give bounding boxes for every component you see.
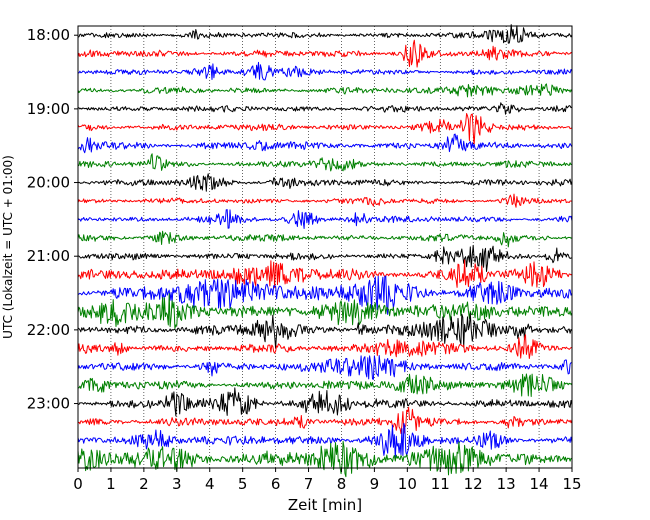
y-tick-label: 19:00 xyxy=(27,100,70,118)
y-tick-label: 23:00 xyxy=(27,395,70,413)
trace-line xyxy=(77,355,572,380)
y-tick-label: 20:00 xyxy=(27,174,70,192)
x-tick-label: 10 xyxy=(398,475,417,493)
trace-line xyxy=(77,83,573,98)
x-axis-label: Zeit [min] xyxy=(288,496,362,514)
x-tick-label: 12 xyxy=(464,475,483,493)
y-tick-label: 22:00 xyxy=(27,321,70,339)
trace-line xyxy=(77,275,573,315)
trace-line xyxy=(77,113,573,146)
y-axis-ticks: 18:00 19:00 20:00 21:00 22:00 23:00 xyxy=(27,26,78,413)
x-tick-label: 1 xyxy=(106,475,116,493)
trace-line xyxy=(77,61,573,81)
trace-line xyxy=(77,133,573,154)
trace-line xyxy=(77,373,573,397)
vertical-gridlines xyxy=(110,26,540,468)
trace-line xyxy=(77,209,573,229)
x-tick-label: 5 xyxy=(238,475,248,493)
x-tick-label: 8 xyxy=(337,475,347,493)
x-tick-label: 14 xyxy=(530,475,549,493)
seismic-traces xyxy=(77,24,573,478)
x-axis-ticks: 0 1 2 3 4 5 6 7 8 9 10 11 12 13 14 15 xyxy=(73,468,582,493)
trace-line xyxy=(77,440,573,478)
y-axis-label: UTC (Lokalzeit = UTC + 01:00) xyxy=(1,155,15,339)
x-tick-label: 9 xyxy=(370,475,380,493)
trace-line xyxy=(77,230,573,248)
trace-line xyxy=(77,259,573,289)
x-tick-label: 6 xyxy=(271,475,281,493)
y-tick-label: 18:00 xyxy=(27,26,70,44)
trace-line xyxy=(77,334,573,359)
x-tick-label: 0 xyxy=(73,475,83,493)
trace-line xyxy=(77,193,573,208)
x-tick-label: 11 xyxy=(431,475,450,493)
trace-line xyxy=(77,102,573,115)
x-tick-label: 4 xyxy=(205,475,215,493)
trace-line xyxy=(77,244,572,272)
trace-line xyxy=(77,422,573,460)
trace-line xyxy=(77,293,573,329)
trace-line xyxy=(78,387,573,417)
y-tick-label: 21:00 xyxy=(27,247,70,265)
x-tick-label: 2 xyxy=(139,475,149,493)
trace-line xyxy=(77,24,573,44)
x-tick-label: 15 xyxy=(562,475,581,493)
trace-line xyxy=(77,39,573,68)
trace-line xyxy=(77,312,573,349)
trace-line xyxy=(77,173,573,192)
plot-frame xyxy=(77,25,573,469)
trace-line xyxy=(77,153,573,172)
x-tick-label: 7 xyxy=(304,475,314,493)
x-tick-label: 13 xyxy=(497,475,516,493)
x-tick-label: 3 xyxy=(172,475,182,493)
trace-line xyxy=(77,406,573,435)
